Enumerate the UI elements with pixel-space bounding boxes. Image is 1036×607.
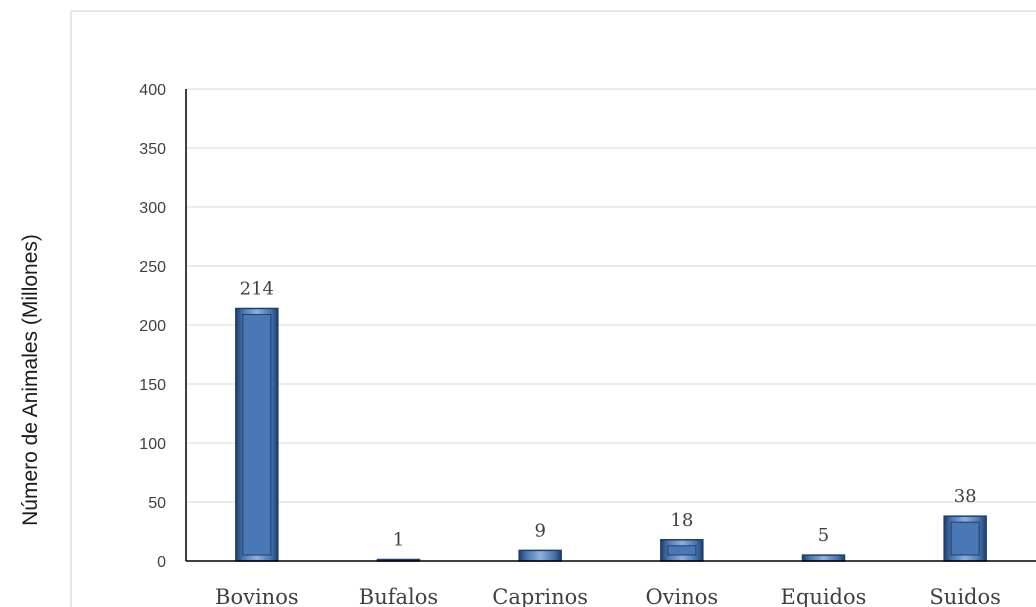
chart-frame — [70, 10, 1036, 607]
data-label: 18 — [670, 510, 693, 531]
bar-bevel — [950, 521, 980, 556]
x-tick-label: Suidos — [929, 585, 1001, 607]
bar-bovinos — [235, 307, 279, 562]
labels: 0 50 100 150 200 250 300 350 400 214 Bovinos 1 Bufal… — [139, 82, 1001, 607]
x-tick-label: Caprinos — [492, 585, 588, 607]
y-tick-label: 0 — [157, 554, 166, 571]
data-label: 5 — [818, 525, 829, 546]
axes — [185, 89, 1036, 562]
bar-bevel — [242, 313, 272, 556]
bar-bevel — [667, 545, 697, 556]
y-tick-label: 300 — [139, 200, 166, 217]
y-tick-label: 250 — [139, 259, 166, 276]
bar-caprinos — [518, 549, 562, 562]
y-axis-title: Número de Animales (Millones) — [19, 234, 42, 526]
y-tick-label: 100 — [139, 436, 166, 453]
x-tick-label: Ovinos — [645, 585, 718, 607]
bar — [801, 554, 846, 562]
data-label: 38 — [954, 486, 977, 507]
x-tick-label: Bufalos — [359, 585, 438, 607]
y-tick-label: 150 — [139, 377, 166, 394]
data-label: 1 — [393, 530, 404, 551]
y-tick-label: 400 — [139, 82, 166, 99]
y-tick-label: 350 — [139, 141, 166, 158]
gridlines — [186, 88, 1036, 503]
bar-suidos — [943, 515, 987, 562]
x-tick-label: Bovinos — [215, 585, 299, 607]
bar — [518, 549, 562, 562]
data-label: 214 — [240, 278, 274, 299]
data-label: 9 — [534, 520, 545, 541]
bars — [235, 307, 987, 562]
x-tick-label: Equidos — [781, 585, 867, 607]
bar-equidos — [801, 554, 846, 562]
y-tick-label: 200 — [139, 318, 166, 335]
y-tick-label: 50 — [148, 495, 166, 512]
bar-ovinos — [660, 539, 704, 562]
